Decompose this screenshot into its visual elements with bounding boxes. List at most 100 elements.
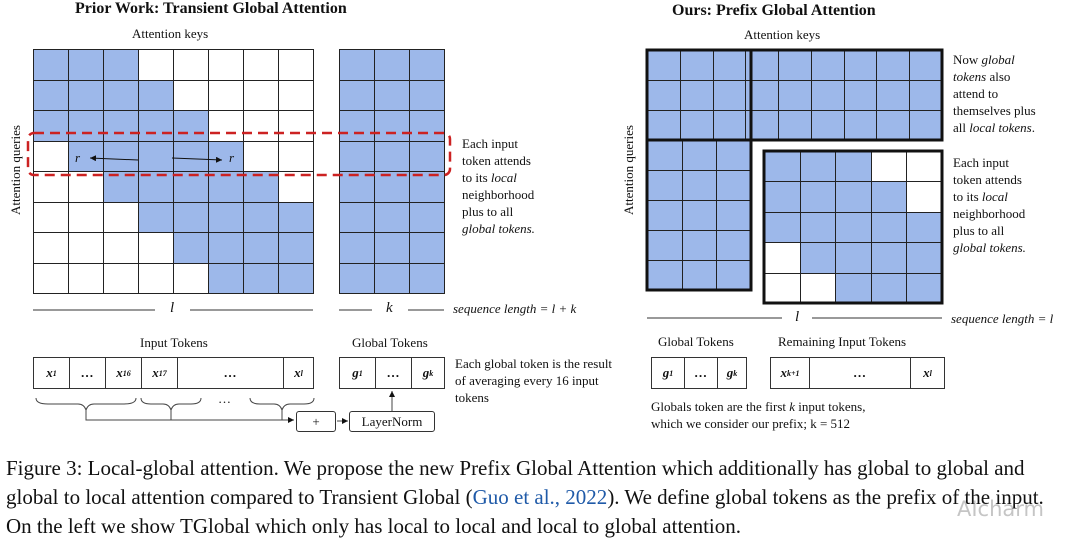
right-arrow: [171, 156, 223, 163]
left-local-cell: [33, 79, 69, 111]
global-row-cell: [647, 50, 681, 81]
left-global-cell: [409, 232, 445, 264]
layernorm-box: LayerNorm: [349, 411, 435, 432]
plus-box: +: [296, 411, 336, 432]
right-local-cell: [906, 181, 943, 213]
watermark: AIcharm: [956, 497, 1044, 521]
global-col-cell: [716, 200, 752, 231]
left-seq-length: sequence length = l + k: [453, 301, 577, 316]
left-local-cell: [173, 262, 209, 294]
left-local-cell: [68, 110, 104, 142]
left-global-cell: [409, 262, 445, 294]
brace-1: [35, 397, 137, 412]
right-l-length-label: l: [795, 309, 800, 325]
left-local-cell: [33, 49, 69, 81]
left-local-cell: [278, 110, 314, 142]
figure-caption: Figure 3: Local-global attention. We pro…: [6, 456, 1044, 538]
prefix-note: Globals token are the first k input toke…: [651, 399, 866, 431]
r-label-left: r: [75, 150, 81, 165]
left-panel-title: Prior Work: Transient Global Attention: [75, 0, 347, 17]
right-global-tokens-label: Global Tokens: [658, 334, 734, 349]
left-local-cell: [243, 49, 279, 81]
left-local-cell: [278, 232, 314, 264]
left-local-cell: [103, 262, 139, 294]
left-local-cell: [243, 79, 279, 111]
left-local-cell: [278, 262, 314, 294]
token-ellipsis-wide: …: [810, 358, 911, 388]
local-row-highlight: [26, 131, 452, 177]
token-x16: x 16: [106, 358, 142, 388]
global-row-cell: [647, 80, 681, 111]
left-global-attention-grid: [339, 49, 445, 294]
token-ellipsis-wide: …: [178, 358, 284, 388]
global-col-cell: [681, 230, 718, 261]
brace-3: [249, 397, 315, 412]
left-global-cell: [339, 201, 375, 233]
left-local-cell: [103, 201, 139, 233]
right-local-cell: [835, 181, 872, 213]
left-local-cell: [138, 262, 174, 294]
global-col-cell: [647, 230, 683, 261]
local-to-global-grid: [647, 140, 752, 291]
global-row-cell: [909, 80, 943, 111]
left-keys-label: Attention keys: [132, 26, 209, 41]
left-local-cell: [103, 49, 139, 81]
token-ellipsis: …: [376, 358, 412, 388]
input-tokens-label: Input Tokens: [140, 335, 208, 350]
left-local-cell: [68, 232, 104, 264]
global-row-cell: [778, 110, 812, 141]
citation-link[interactable]: Guo et al., 2022: [472, 485, 608, 509]
global-row-cell: [810, 80, 845, 111]
left-local-cell: [103, 110, 139, 142]
right-local-cell: [906, 211, 943, 244]
left-global-cell: [409, 201, 445, 233]
global-to-all-grid: [647, 50, 943, 141]
brace-2: [140, 397, 202, 412]
right-panel-title: Ours: Prefix Global Attention: [672, 2, 876, 19]
right-local-cell: [870, 211, 908, 244]
left-global-cell: [374, 171, 410, 203]
left-local-cell: [278, 201, 314, 233]
global-col-cell: [681, 260, 718, 291]
left-local-cell: [138, 79, 174, 111]
averaging-note: Each global token is the result of avera…: [455, 356, 613, 405]
right-keys-label: Attention keys: [744, 27, 821, 42]
brace-dots: …: [218, 391, 231, 406]
right-annotations: [645, 48, 944, 319]
global-col-cell: [681, 200, 718, 231]
l-length-label: l: [170, 300, 175, 316]
left-local-cell: [138, 140, 174, 172]
left-local-cell: [278, 140, 314, 172]
left-local-cell: [33, 110, 69, 142]
left-global-tokens-label: Global Tokens: [352, 335, 428, 350]
r-label-right: r: [229, 150, 235, 165]
remaining-tokens-label: Remaining Input Tokens: [778, 334, 907, 349]
left-local-cell: [278, 49, 314, 81]
left-local-note: Each input token attends to its local ne…: [462, 136, 535, 236]
token-ellipsis: …: [685, 358, 718, 388]
k-length-label: k: [386, 300, 393, 316]
global-col-cell: [716, 230, 752, 261]
left-local-cell: [33, 262, 69, 294]
left-local-cell: [208, 262, 244, 294]
token-x17: x 17: [142, 358, 178, 388]
left-local-cell: [208, 232, 244, 264]
left-local-cell: [68, 140, 104, 172]
global-row-cell: [810, 50, 845, 81]
token-ellipsis: …: [70, 358, 106, 388]
global-row-cell: [876, 80, 911, 111]
left-global-cell: [339, 262, 375, 294]
left-local-cell: [173, 79, 209, 111]
right-local-cell: [835, 211, 872, 244]
left-local-cell: [138, 110, 174, 142]
